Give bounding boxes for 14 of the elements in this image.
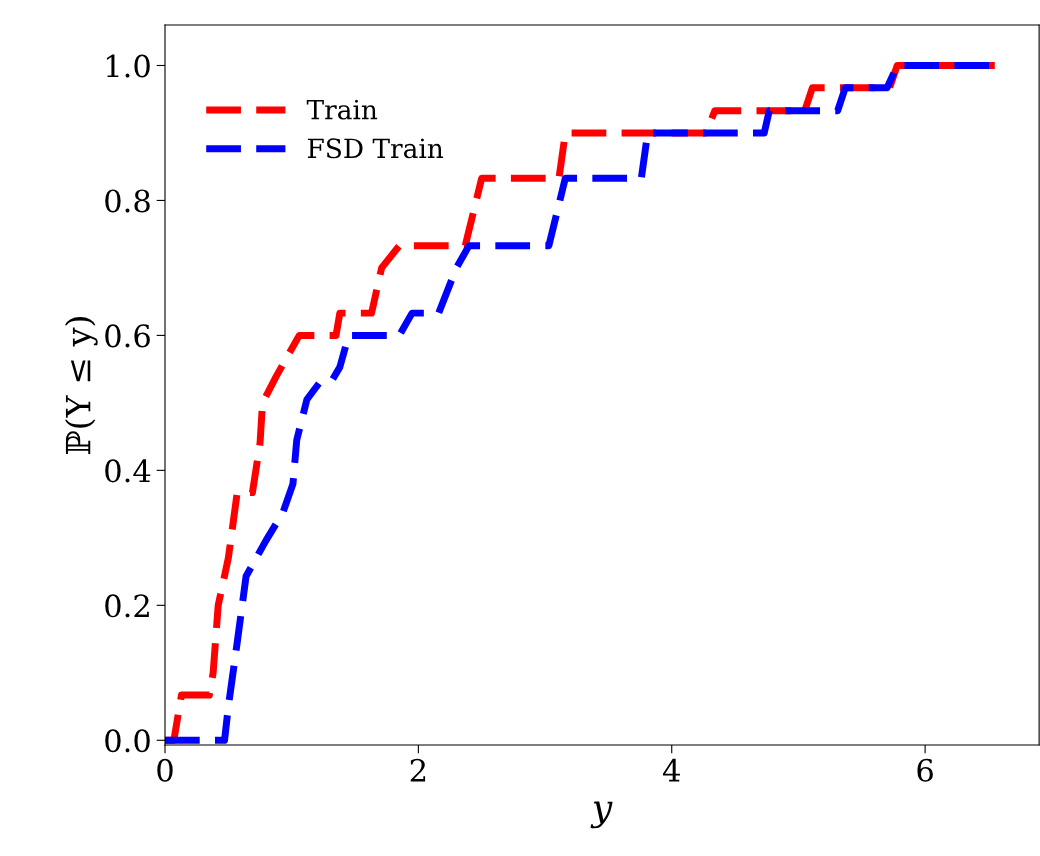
x-axis-title: y bbox=[590, 801, 613, 829]
y-axis-title: ℙ(Y ≤ y) bbox=[64, 317, 98, 454]
x-tick-label: 2 bbox=[410, 758, 426, 782]
y-tick-label: 0.8 bbox=[105, 189, 150, 213]
y-tick-label: 0.6 bbox=[105, 324, 150, 348]
x-tick-label: 4 bbox=[662, 758, 680, 782]
y-tick-label: 0.2 bbox=[105, 594, 149, 618]
x-tick-label: 0 bbox=[157, 758, 173, 782]
x-tick-label: 6 bbox=[917, 758, 933, 782]
y-tick-label: 1.0 bbox=[106, 54, 150, 78]
y-tick-label: 0.0 bbox=[105, 729, 150, 753]
legend-label: Train bbox=[306, 99, 378, 120]
legend-label: FSD Train bbox=[307, 138, 444, 159]
y-tick-label: 0.4 bbox=[105, 459, 151, 483]
